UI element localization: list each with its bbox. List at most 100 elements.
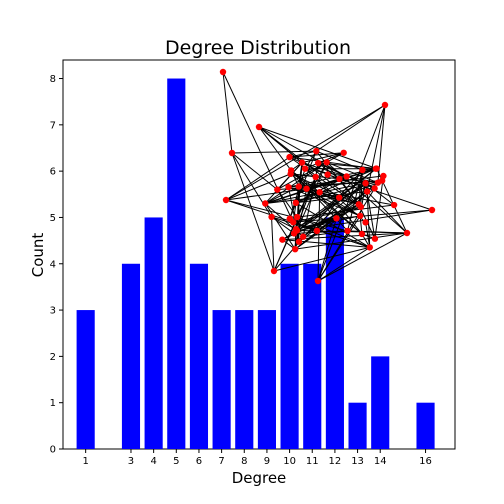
network-edge (258, 126, 347, 177)
network-node (403, 229, 411, 237)
network-edge (289, 150, 317, 158)
network-edge (295, 168, 377, 204)
x-tick-label: 14 (374, 456, 387, 467)
network-edge (258, 126, 303, 163)
network-edge (297, 204, 395, 218)
network-node (312, 173, 319, 181)
network-node (343, 173, 350, 180)
bar-degree-16 (416, 402, 435, 449)
network-node (222, 196, 230, 204)
network-edge (225, 156, 290, 201)
network-node (374, 179, 382, 186)
network-edge (358, 183, 367, 205)
network-node (362, 180, 369, 187)
network-node (301, 165, 309, 172)
network-node (286, 153, 293, 161)
network-node (357, 203, 364, 211)
network-edge (222, 71, 294, 223)
bar-degree-6 (189, 263, 209, 449)
network-node (363, 188, 371, 195)
network-node (371, 235, 379, 242)
bar-degree-7 (212, 310, 231, 449)
network-edge (317, 192, 321, 282)
network-node (299, 233, 307, 240)
network-edge (366, 191, 371, 248)
network-node (279, 236, 286, 243)
network-node (428, 206, 436, 214)
x-tick-label: 10 (283, 456, 296, 467)
x-tick-label: 12 (329, 456, 342, 467)
network-edge (296, 216, 370, 248)
network-edge (377, 104, 386, 183)
network-node (358, 230, 366, 238)
network-node (380, 172, 387, 180)
bar-degree-12 (325, 217, 344, 449)
x-tick-label: 4 (150, 456, 156, 467)
bar-degree-1 (76, 310, 95, 449)
network-edge (302, 182, 366, 238)
network-node (335, 194, 343, 201)
network-edge (317, 232, 408, 282)
network-node (362, 219, 369, 226)
network-edge (306, 188, 359, 205)
network-edge (231, 152, 278, 191)
network-edge (301, 162, 347, 177)
y-tick-label: 5 (50, 213, 56, 224)
network-node (291, 245, 299, 253)
network-edge (225, 199, 348, 232)
x-axis-ticks: 1 3 4 5 6 7 8 9 10 11 12 13 14 16 (82, 449, 432, 467)
y-tick-label: 2 (50, 352, 56, 363)
network-node (324, 171, 331, 178)
network-edge (296, 186, 300, 231)
network-node (255, 123, 263, 131)
x-tick-label: 5 (173, 456, 179, 467)
network-edge (303, 230, 348, 238)
network-edge (273, 216, 298, 272)
network-node (290, 219, 297, 226)
y-tick-label: 7 (50, 120, 56, 131)
chart-title: Degree Distribution (165, 37, 351, 59)
network-edge (365, 222, 371, 248)
bar-degree-14 (371, 356, 390, 449)
network-edge (317, 246, 371, 282)
network-edge (366, 191, 408, 234)
x-tick-label: 6 (196, 456, 202, 467)
network-node (323, 159, 330, 166)
network-edge (359, 183, 367, 217)
network-node (262, 200, 269, 207)
x-tick-label: 3 (128, 456, 134, 467)
bar-degree-10 (280, 263, 299, 449)
network-edge (225, 188, 307, 201)
network-edge (273, 246, 370, 272)
network-node (290, 230, 298, 237)
network-node (268, 213, 275, 221)
network-edge (358, 169, 363, 205)
network-edge (317, 188, 376, 282)
network-edge (295, 197, 340, 204)
network-edge (317, 218, 337, 282)
network-edge (258, 126, 292, 171)
network-node (295, 183, 302, 190)
network-edge (295, 202, 371, 248)
x-tick-label: 9 (264, 456, 270, 467)
network-edge (293, 206, 361, 223)
network-node (303, 185, 310, 192)
y-tick-label: 0 (50, 445, 56, 456)
network-node (390, 201, 398, 209)
x-tick-label: 11 (306, 456, 319, 467)
x-tick-label: 16 (419, 456, 432, 467)
network-edge (294, 230, 348, 234)
bars-group (76, 78, 435, 450)
network-node (270, 267, 278, 275)
network-edge (315, 104, 386, 152)
network-edge (222, 71, 233, 154)
bar-degree-13 (348, 402, 367, 449)
y-tick-label: 6 (50, 167, 56, 178)
x-tick-label: 7 (218, 456, 224, 467)
network-node (313, 147, 320, 155)
network-edge (265, 168, 377, 204)
network-node (285, 183, 292, 191)
network-node (381, 101, 389, 109)
bar-degree-11 (303, 263, 322, 449)
